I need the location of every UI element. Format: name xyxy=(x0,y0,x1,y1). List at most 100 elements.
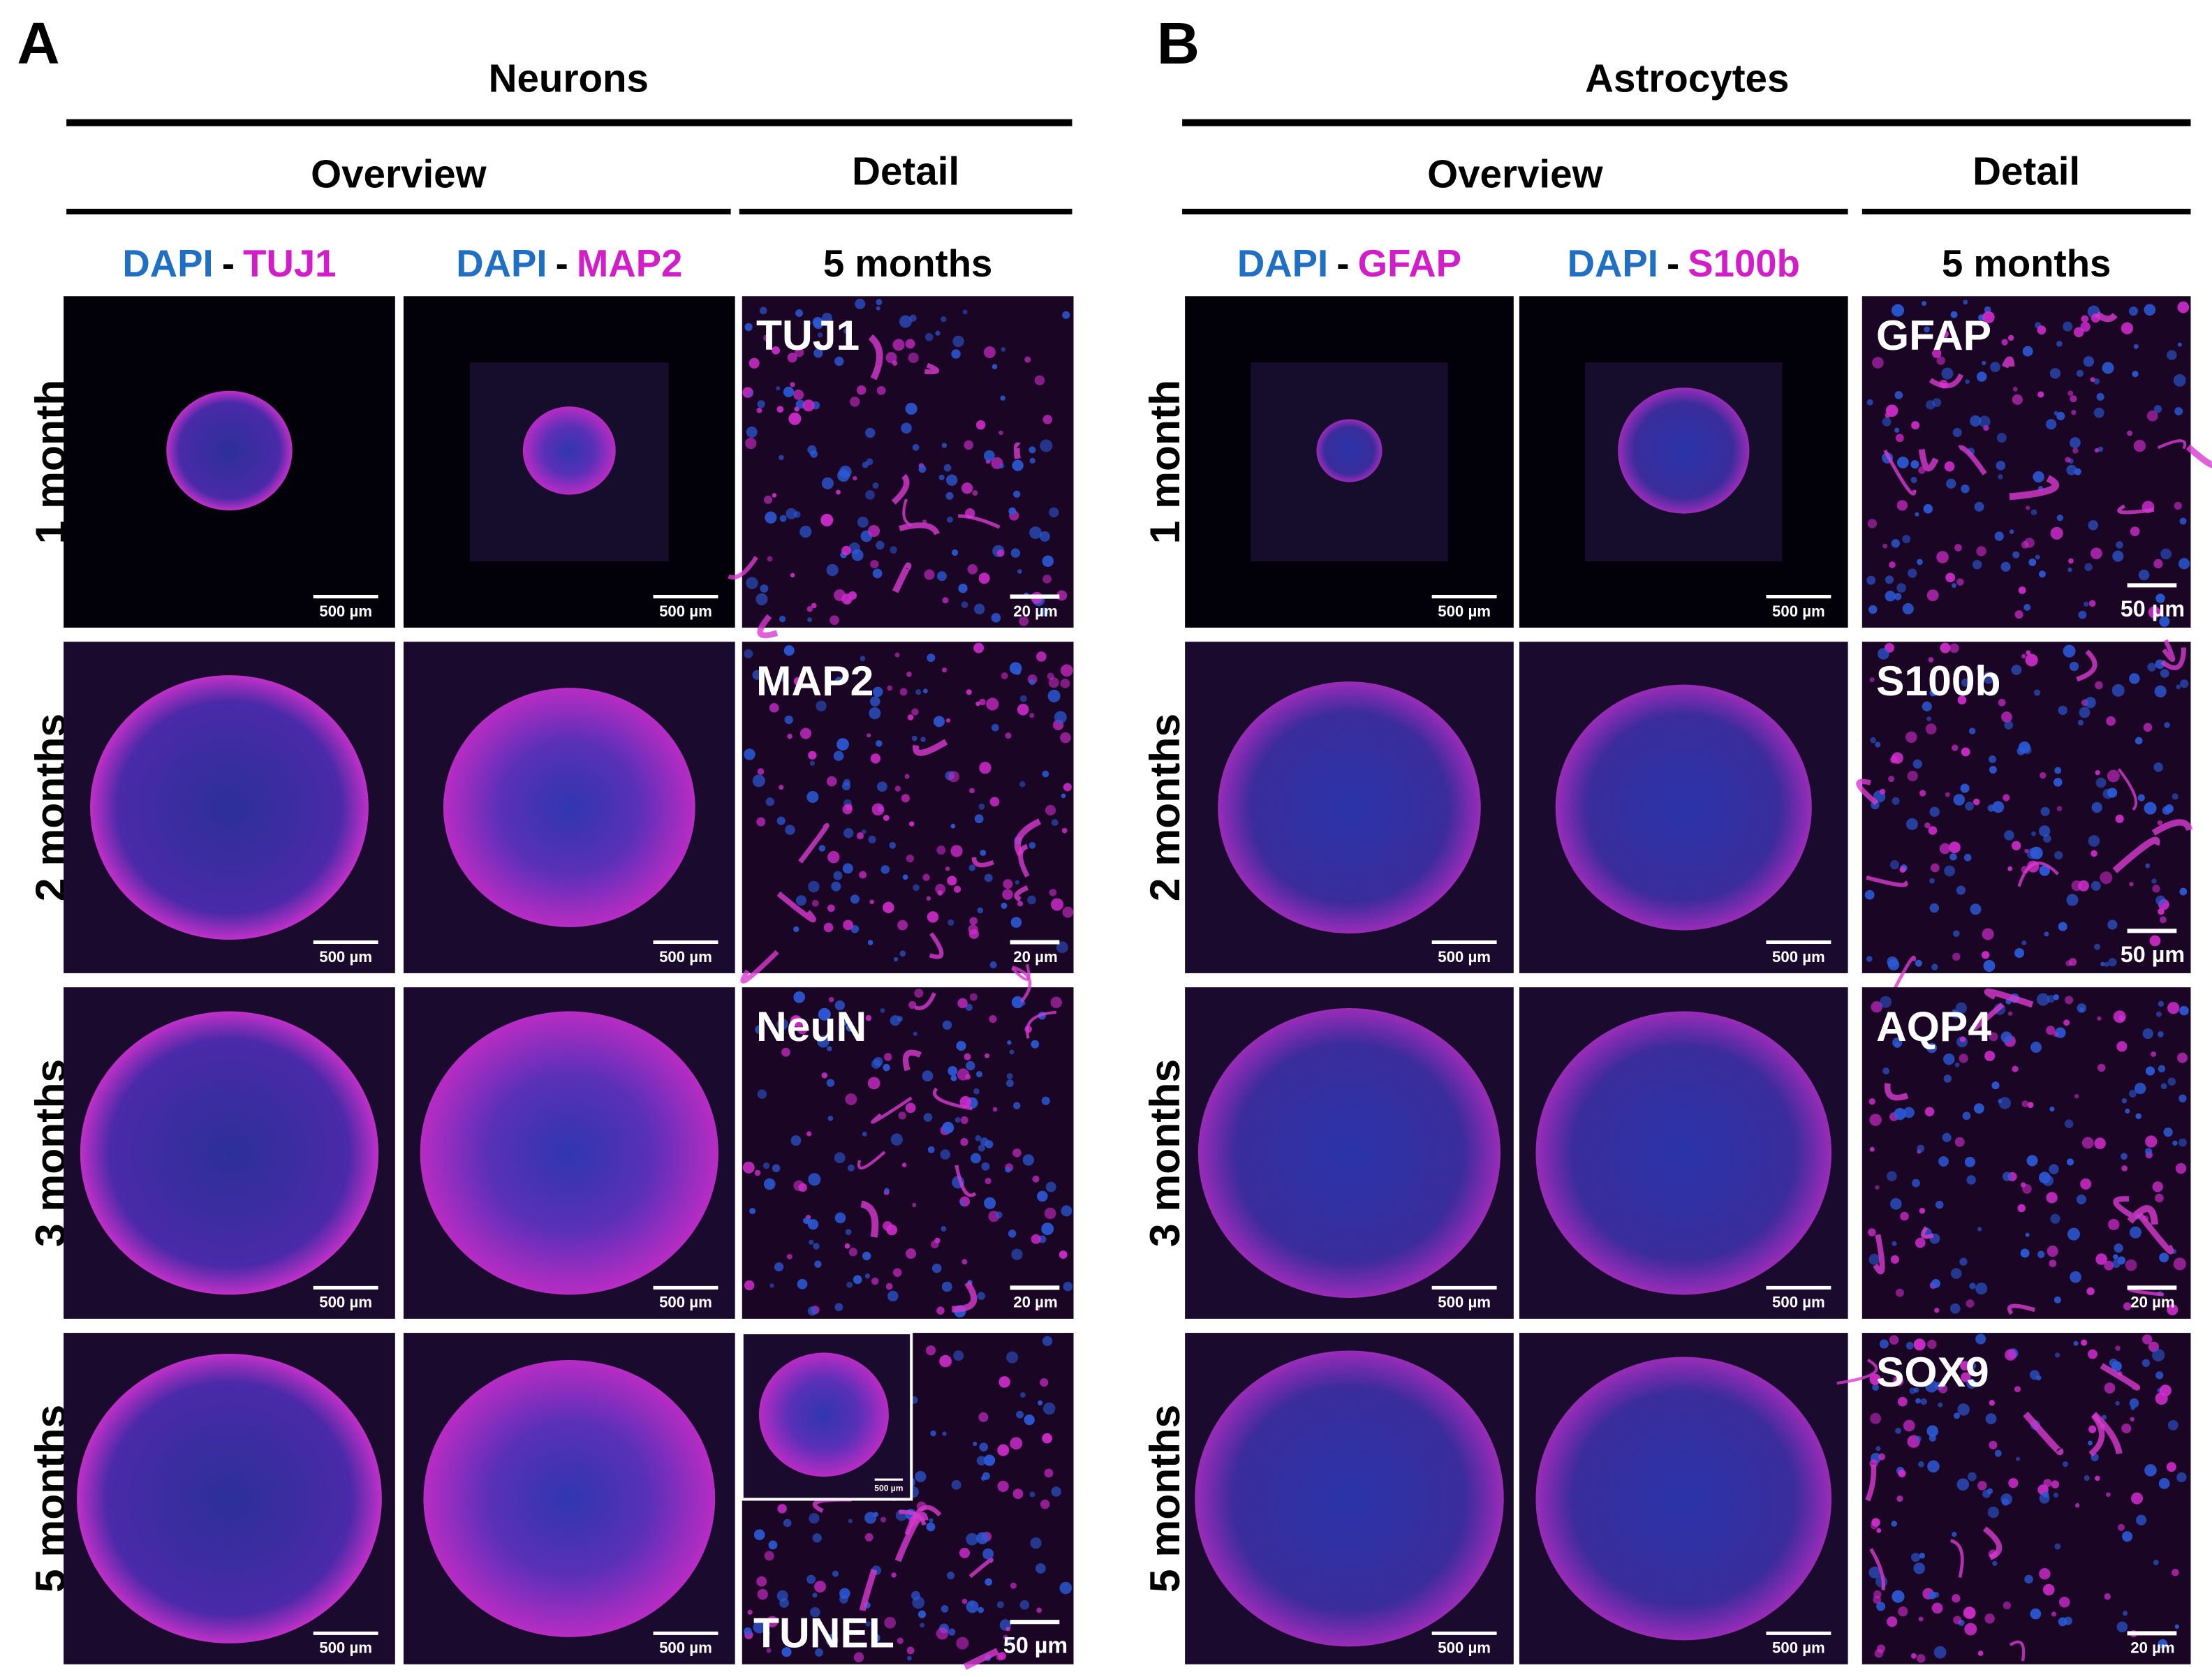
cell xyxy=(807,1306,818,1316)
cell xyxy=(905,402,917,415)
cell xyxy=(1983,960,1996,972)
cell xyxy=(797,1024,808,1035)
cell xyxy=(1966,1175,1976,1185)
cell xyxy=(876,299,883,306)
cell xyxy=(1890,1198,1902,1210)
cell xyxy=(1989,1032,1998,1042)
cell xyxy=(926,1345,936,1356)
cell xyxy=(2167,1002,2180,1014)
cell xyxy=(950,823,956,829)
cell xyxy=(927,653,936,663)
cell xyxy=(862,1251,871,1261)
cell xyxy=(1950,311,1958,318)
cell xyxy=(937,890,943,896)
cell xyxy=(2121,1153,2128,1160)
cell xyxy=(1976,665,1982,670)
cell xyxy=(867,733,871,738)
cell xyxy=(1885,591,1896,602)
cell xyxy=(807,617,812,622)
process xyxy=(2117,504,2155,515)
cell xyxy=(1010,1582,1017,1589)
cell xyxy=(1998,474,2003,480)
cell xyxy=(868,835,876,844)
cell xyxy=(1882,1067,1890,1074)
cell xyxy=(1952,583,1956,588)
cell xyxy=(2022,346,2033,357)
cell xyxy=(1939,843,1951,855)
cell xyxy=(2025,1232,2030,1237)
scale-label: 500 µm xyxy=(1438,948,1491,966)
cell xyxy=(1008,507,1017,515)
cell xyxy=(2177,1052,2188,1063)
cell xyxy=(753,1529,765,1541)
cell xyxy=(1044,1207,1056,1220)
cell xyxy=(1985,1413,1997,1424)
cell xyxy=(935,883,946,894)
cell xyxy=(783,645,795,656)
cell xyxy=(904,774,910,779)
cell xyxy=(817,332,823,338)
cell xyxy=(2014,610,2023,619)
process xyxy=(1958,445,1987,475)
cell xyxy=(2095,681,2103,690)
cell xyxy=(867,1077,880,1090)
cell xyxy=(834,1212,846,1224)
cell xyxy=(1869,677,1875,683)
cell xyxy=(836,738,849,751)
cell xyxy=(883,1221,893,1232)
cell xyxy=(984,1197,996,1209)
cell xyxy=(2133,439,2146,452)
cell xyxy=(1007,1040,1012,1045)
cell xyxy=(1897,1396,1908,1407)
cell xyxy=(2144,304,2156,316)
cell xyxy=(830,615,839,626)
cell xyxy=(948,771,959,783)
cell xyxy=(920,1623,925,1628)
cell xyxy=(1895,1428,1901,1434)
process xyxy=(857,1151,886,1169)
cell xyxy=(1963,1606,1976,1619)
organoid xyxy=(1555,684,1812,931)
cell xyxy=(806,320,811,326)
cell xyxy=(2155,1371,2164,1380)
cell xyxy=(2011,841,2021,850)
cell xyxy=(1008,1229,1017,1238)
cell xyxy=(1961,747,1970,757)
cell xyxy=(2174,1624,2180,1629)
cell xyxy=(940,1149,951,1160)
cell xyxy=(1925,1380,1938,1393)
cell xyxy=(1989,1440,1998,1449)
cell xyxy=(927,1146,935,1153)
cell xyxy=(2063,321,2073,332)
process xyxy=(2007,1303,2035,1315)
cell xyxy=(2077,1003,2087,1013)
cell xyxy=(2104,1382,2116,1394)
cell xyxy=(1952,1532,1957,1537)
cell xyxy=(1915,959,1922,967)
cell xyxy=(1892,1037,1903,1048)
cell xyxy=(2115,814,2124,823)
cell xyxy=(2130,526,2140,536)
cell xyxy=(2046,1026,2056,1035)
cell xyxy=(1956,578,1964,586)
cell xyxy=(914,989,924,998)
scale-label: 20 µm xyxy=(2130,1639,2174,1657)
process xyxy=(1973,1003,2005,1030)
cell xyxy=(2153,1560,2159,1565)
organoid xyxy=(77,1353,382,1643)
cell xyxy=(1998,698,2006,707)
cell xyxy=(2136,1514,2147,1525)
cell xyxy=(865,427,876,438)
cell xyxy=(883,901,894,914)
cell xyxy=(1866,399,1873,406)
cell xyxy=(1878,648,1889,660)
cell xyxy=(1908,568,1917,578)
cell xyxy=(1954,544,1962,552)
cell xyxy=(969,1602,975,1607)
detail-marker: TUJ1 xyxy=(756,311,860,359)
cell xyxy=(2133,343,2139,349)
cell xyxy=(1977,1227,1982,1232)
cell xyxy=(1929,903,1940,913)
cell xyxy=(1875,1185,1880,1190)
